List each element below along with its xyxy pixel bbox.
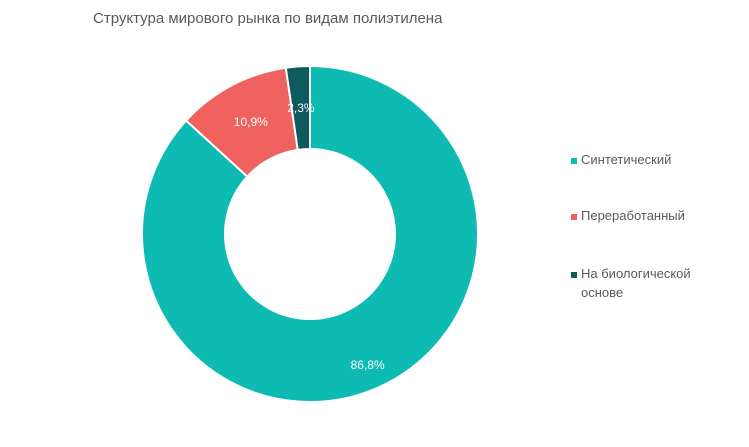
slice-value-label-1: 86,8% (351, 358, 385, 372)
legend-label-3: На биологической основе (581, 266, 691, 300)
slice-3 (284, 64, 311, 152)
legend-marker-1 (571, 158, 577, 164)
slices-group (141, 64, 479, 403)
slice-1 (141, 64, 479, 403)
legend-label-2: Переработанный (581, 208, 685, 223)
slice-labels-group: 86,8% 10,9% 2,3% (234, 101, 385, 372)
legend-label-1: Синтетический (581, 152, 671, 167)
slice-value-label-3: 2,3% (287, 101, 315, 115)
chart-title: Структура мирового рынка по видам полиэт… (93, 10, 443, 27)
legend-marker-2 (571, 214, 577, 220)
slice-value-label-2: 10,9% (234, 115, 268, 129)
legend-marker-3 (571, 272, 577, 278)
legend: Синтетический Переработанный На биологичес… (571, 152, 691, 300)
